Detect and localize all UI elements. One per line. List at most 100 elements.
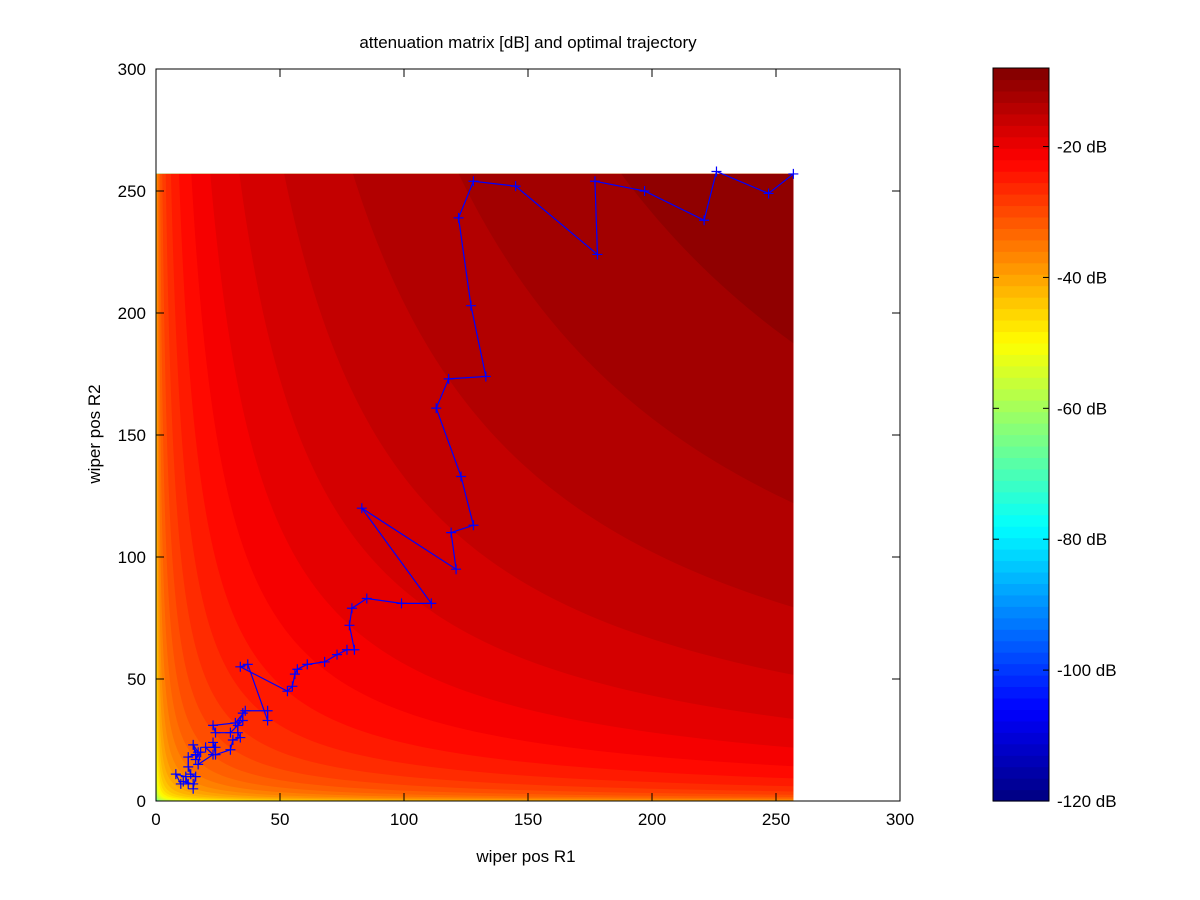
trajectory-marker (292, 664, 303, 675)
trajectory-marker (170, 769, 181, 780)
trajectory-marker (183, 752, 194, 763)
colorbar-band (993, 537, 1049, 550)
attenuation-heatmap (156, 173, 794, 802)
trajectory-marker (235, 661, 246, 672)
trajectory-marker (178, 776, 189, 787)
colorbar-band (993, 285, 1049, 298)
colorbar-band (993, 789, 1049, 802)
colorbar-band (993, 354, 1049, 367)
x-axis-label: wiper pos R1 (475, 847, 575, 866)
colorbar-band (993, 640, 1049, 653)
colorbar-ticks: -120 dB -100 dB -80 dB -60 dB -40 dB -20 dB (993, 138, 1117, 811)
y-tick-label: 200 (118, 304, 146, 323)
colorbar-band (993, 342, 1049, 355)
colorbar: -120 dB -100 dB -80 dB -60 dB -40 dB -20 dB (992, 67, 1117, 811)
colorbar-band (993, 331, 1049, 344)
colorbar-band (993, 193, 1049, 207)
y-axis-label: wiper pos R2 (85, 384, 104, 484)
x-tick-label: 50 (271, 810, 290, 829)
colorbar-band (993, 365, 1049, 378)
trajectory-marker (208, 720, 219, 731)
colorbar-band (993, 400, 1049, 413)
trajectory-marker (227, 735, 238, 745)
trajectory-marker (453, 212, 464, 223)
colorbar-band (993, 136, 1049, 149)
colorbar-band (993, 90, 1049, 103)
trajectory-marker (468, 520, 479, 531)
colorbar-band (993, 629, 1049, 642)
trajectory-marker (788, 168, 799, 179)
x-tick-label: 0 (151, 810, 160, 829)
trajectory-marker (242, 659, 253, 670)
trajectory-marker (235, 732, 246, 743)
trajectory-marker (592, 249, 603, 260)
trajectory-marker (180, 771, 191, 782)
trajectory-marker (190, 754, 201, 765)
trajectory-marker (346, 603, 357, 614)
colorbar-band (993, 171, 1049, 184)
colorbar-band (993, 686, 1049, 699)
trajectory-marker (225, 727, 236, 738)
colorbar-band (993, 148, 1049, 161)
trajectory-marker (349, 644, 360, 655)
colorbar-tick-label: -40 dB (1057, 268, 1107, 287)
trajectory-marker (193, 759, 204, 770)
colorbar-band (993, 159, 1049, 172)
heatmap-band (621, 173, 794, 344)
colorbar-band (993, 411, 1049, 424)
colorbar-band (993, 308, 1049, 321)
trajectory-marker (210, 727, 221, 738)
colorbar-band (993, 755, 1049, 768)
colorbar-tick-label: -80 dB (1057, 530, 1107, 549)
trajectory-marker (183, 761, 194, 772)
trajectory-marker (396, 598, 407, 609)
x-axis-ticks: 0 50 100 150 200 250 300 (151, 69, 914, 829)
colorbar-band (993, 491, 1049, 504)
colorbar-band (993, 68, 1049, 81)
colorbar-band (993, 457, 1049, 470)
trajectory-marker (711, 166, 722, 177)
trajectory-marker (262, 715, 273, 726)
colorbar-band (993, 583, 1049, 596)
optimal-trajectory (170, 166, 799, 794)
x-tick-label: 250 (762, 810, 790, 829)
colorbar-band (993, 709, 1049, 722)
plot-area: 0 50 100 150 200 250 300 0 50 100 150 200 250 300 (118, 60, 915, 829)
colorbar-band (993, 262, 1049, 275)
trajectory-marker (195, 747, 206, 758)
colorbar-band (993, 125, 1049, 138)
colorbar-band (993, 697, 1049, 710)
colorbar-band (993, 480, 1049, 493)
colorbar-tick-label: -100 dB (1057, 661, 1117, 680)
colorbar-tick-label: -60 dB (1057, 399, 1107, 418)
trajectory-marker (480, 371, 491, 382)
y-tick-label: 100 (118, 548, 146, 567)
colorbar-band (993, 113, 1049, 126)
colorbar-band (993, 319, 1049, 333)
trajectory-marker (451, 564, 462, 575)
trajectory-marker (200, 742, 211, 753)
trajectory-marker (456, 471, 467, 482)
trajectory-marker (639, 186, 650, 196)
colorbar-band (993, 732, 1049, 745)
x-tick-label: 100 (390, 810, 418, 829)
colorbar-band (993, 560, 1049, 573)
colorbar-band (993, 617, 1049, 630)
colorbar-band (993, 663, 1049, 676)
trajectory-marker (426, 598, 437, 609)
trajectory-marker (465, 300, 476, 311)
trajectory-marker (344, 620, 355, 631)
colorbar-band (993, 388, 1049, 401)
colorbar-band (993, 571, 1049, 584)
trajectory-marker (188, 739, 199, 750)
trajectory-marker (356, 503, 367, 514)
y-tick-label: 0 (137, 792, 146, 811)
colorbar-band (993, 549, 1049, 562)
colorbar-band (993, 251, 1049, 264)
colorbar-bands (993, 68, 1049, 802)
colorbar-band (993, 594, 1049, 607)
trajectory-marker (232, 720, 243, 731)
trajectory-marker (443, 373, 454, 384)
colorbar-band (993, 526, 1049, 539)
